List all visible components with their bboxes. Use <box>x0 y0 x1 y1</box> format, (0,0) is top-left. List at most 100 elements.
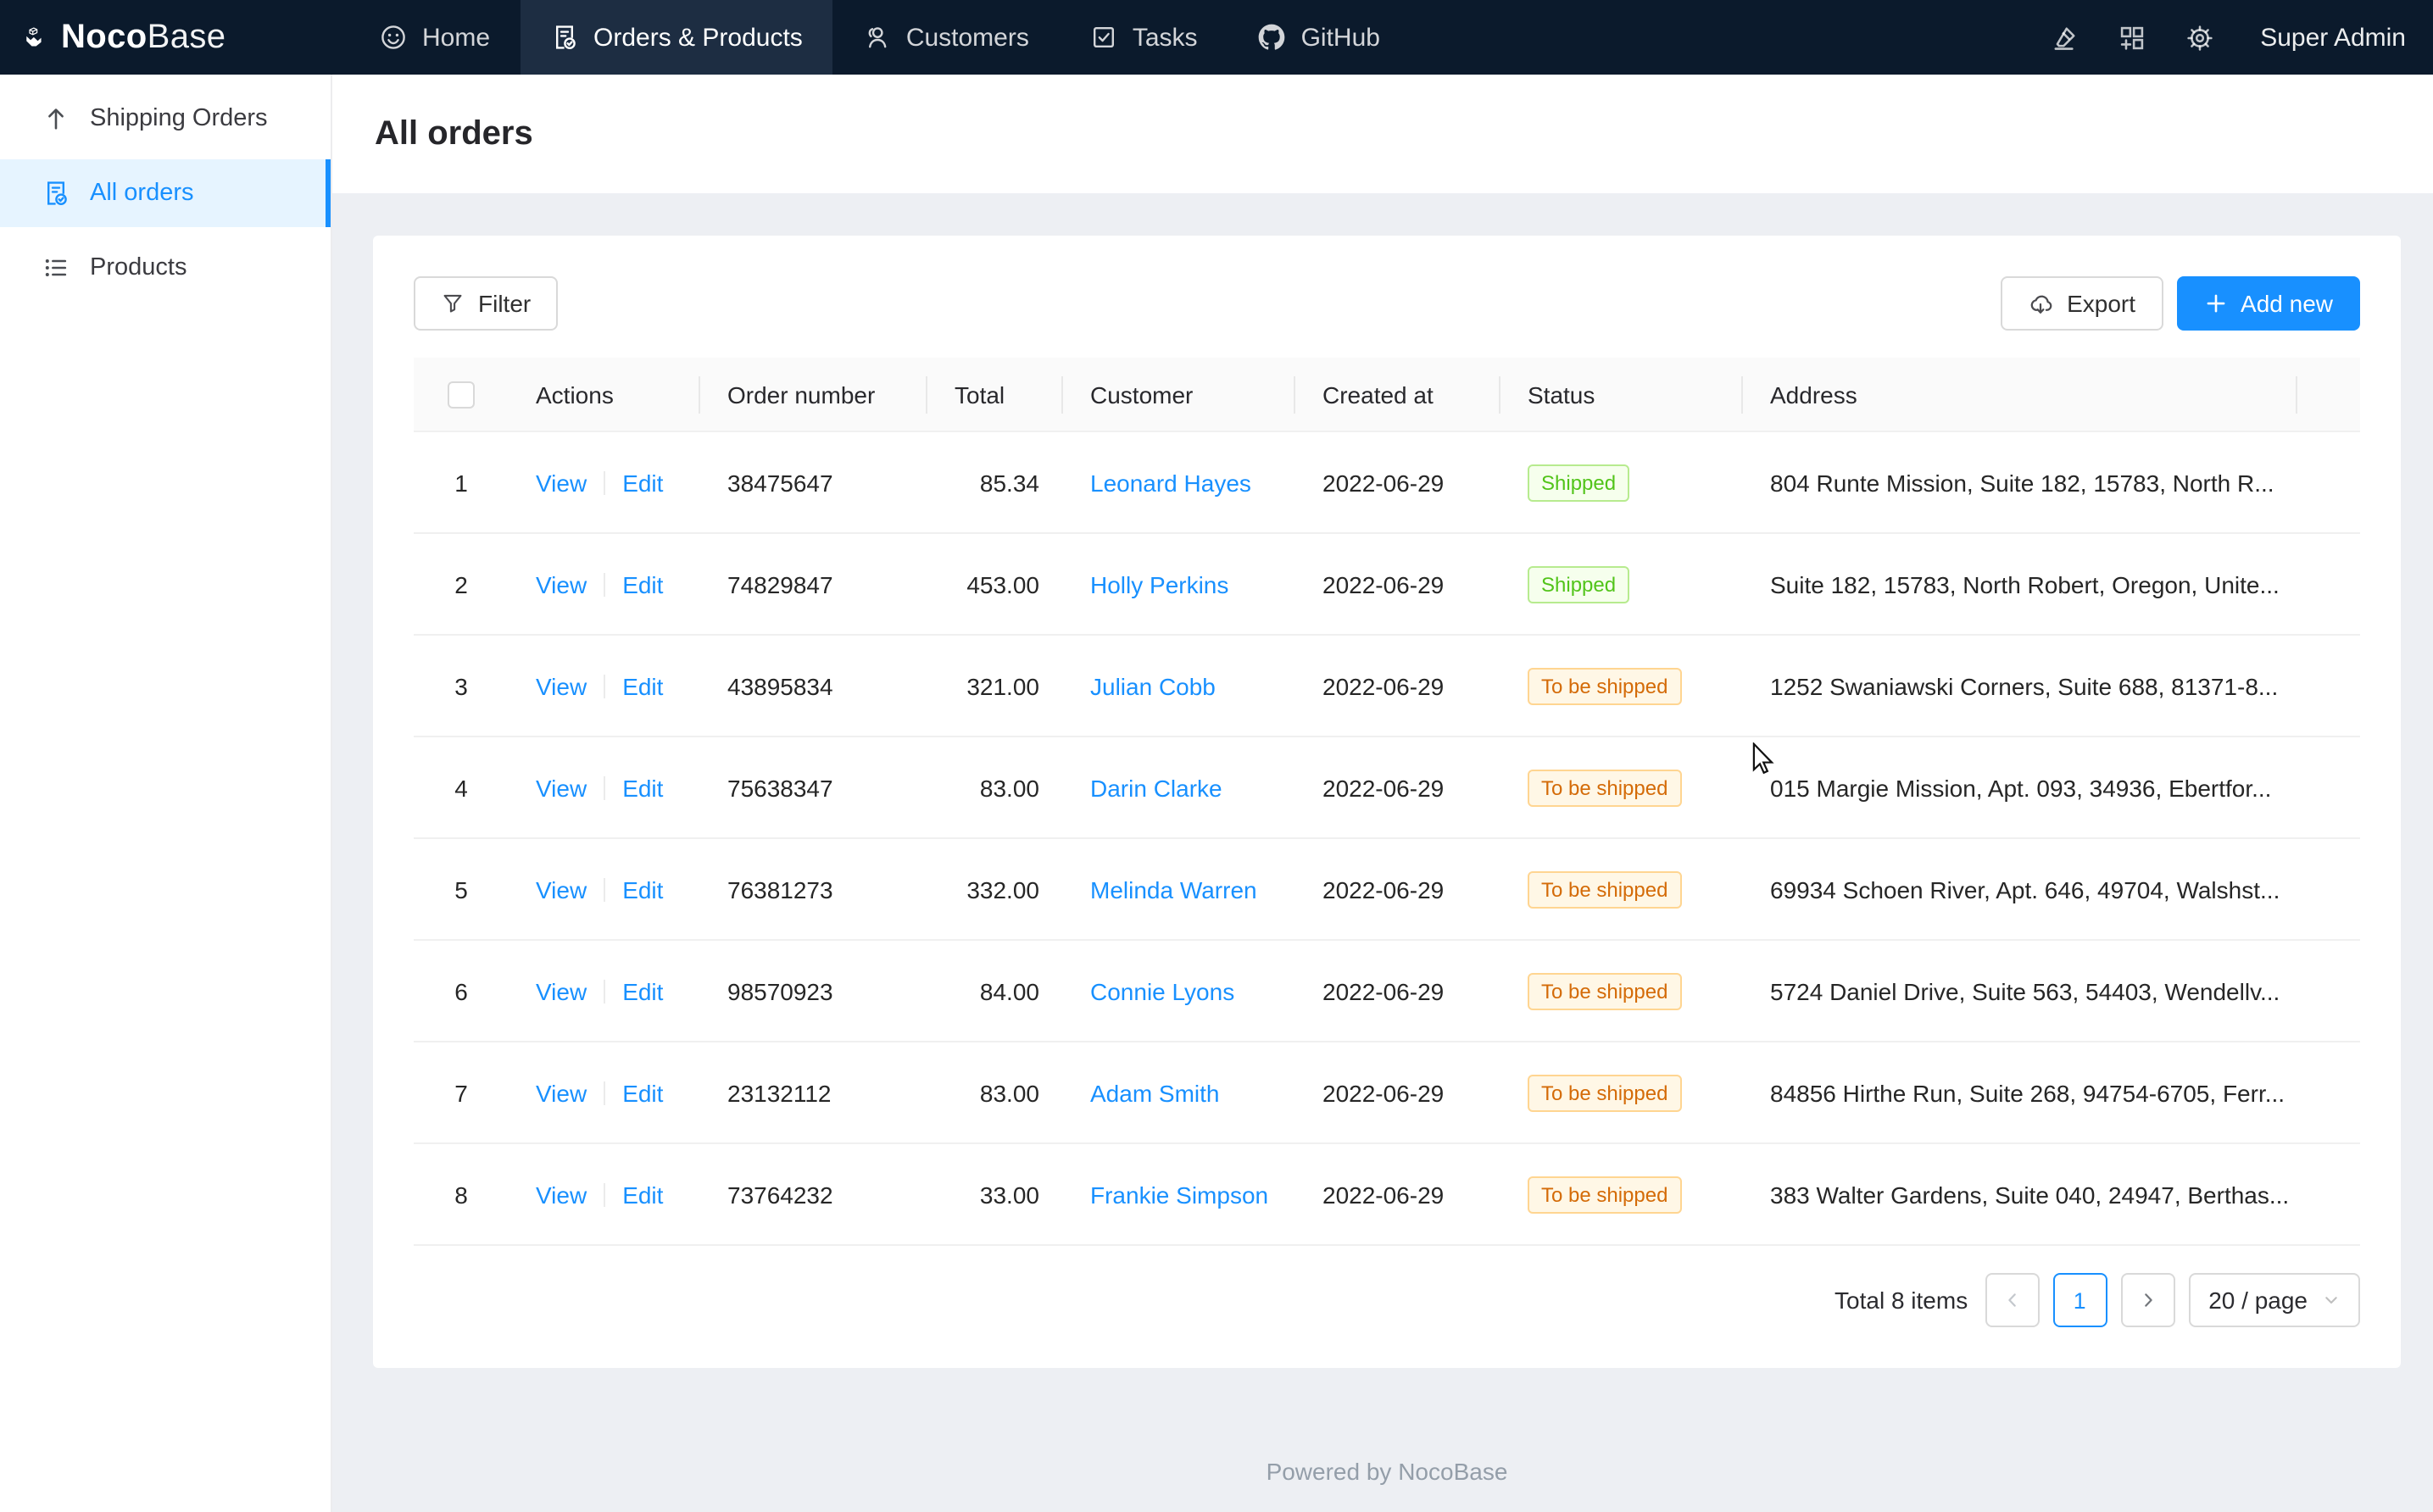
table-header-row: Actions Order number Total Customer Created … <box>414 358 2360 432</box>
nav-item-label: Home <box>422 23 491 52</box>
export-button[interactable]: Export <box>2001 276 2163 331</box>
edit-link[interactable]: Edit <box>622 1079 664 1106</box>
customer-cell: Darin Clarke <box>1063 774 1295 801</box>
view-link[interactable]: View <box>536 1079 587 1106</box>
status-badge: To be shipped <box>1528 769 1682 806</box>
nav-item-customers[interactable]: Customers <box>833 0 1060 75</box>
status-cell: To be shipped <box>1500 667 1743 704</box>
table-row: 5 View Edit 76381273 332.00 Melinda Warren 202… <box>414 839 2360 941</box>
customer-cell: Adam Smith <box>1063 1079 1295 1106</box>
customer-link[interactable]: Frankie Simpson <box>1090 1181 1269 1208</box>
nav-item-orders-products[interactable]: Orders & Products <box>521 0 833 75</box>
edit-link[interactable]: Edit <box>622 570 664 598</box>
page-size-select[interactable]: 20 / page <box>2188 1273 2360 1327</box>
column-header-order-number: Order number <box>700 358 927 431</box>
column-header-label: Address <box>1770 381 1857 408</box>
main-menu: Home Orders & Products Customers Tasks GitHu… <box>349 0 1411 75</box>
address-cell: 84856 Hirthe Run, Suite 268, 94754-6705,… <box>1770 1079 2285 1106</box>
status-cell: To be shipped <box>1500 769 1743 806</box>
page-body: Filter Export <box>332 193 2433 1512</box>
customer-cell: Holly Perkins <box>1063 570 1295 598</box>
plugins-button[interactable] <box>2101 0 2162 75</box>
sidebar-item-products[interactable]: Products <box>0 234 331 302</box>
nav-item-tasks[interactable]: Tasks <box>1060 0 1228 75</box>
customer-link[interactable]: Julian Cobb <box>1090 672 1216 699</box>
nocobase-logo[interactable]: NocoBase <box>0 0 254 75</box>
sidebar-item-label: Products <box>90 254 187 281</box>
customer-link[interactable]: Adam Smith <box>1090 1079 1220 1106</box>
row-actions: View Edit <box>509 1181 700 1208</box>
view-link[interactable]: View <box>536 774 587 801</box>
customer-link[interactable]: Holly Perkins <box>1090 570 1229 598</box>
page-header: All orders <box>332 75 2433 193</box>
actions-divider <box>604 775 606 799</box>
customer-link[interactable]: Darin Clarke <box>1090 774 1222 801</box>
filter-button[interactable]: Filter <box>414 276 559 331</box>
smile-icon <box>380 24 407 51</box>
pagination-next-button[interactable] <box>2120 1273 2175 1327</box>
filter-icon <box>441 292 465 315</box>
pagination-page-1[interactable]: 1 <box>2052 1273 2107 1327</box>
customer-link[interactable]: Melinda Warren <box>1090 876 1257 903</box>
order-number-cell: 43895834 <box>727 672 833 699</box>
customer-link[interactable]: Connie Lyons <box>1090 977 1235 1004</box>
order-number-cell: 23132112 <box>727 1079 832 1106</box>
table-body: 1 View Edit 38475647 85.34 Leonard Hayes 2022-… <box>414 432 2360 1246</box>
address-cell: 5724 Daniel Drive, Suite 563, 54403, Wen… <box>1770 977 2280 1004</box>
pagination: Total 8 items 1 <box>414 1273 2360 1327</box>
created-at-cell: 2022-06-29 <box>1322 672 1445 699</box>
status-badge: Shipped <box>1528 565 1630 603</box>
order-number-cell: 74829847 <box>727 570 833 598</box>
order-number-cell: 76381273 <box>727 876 833 903</box>
select-all-checkbox[interactable] <box>448 381 475 408</box>
export-button-label: Export <box>2067 290 2136 317</box>
edit-link[interactable]: Edit <box>622 876 664 903</box>
edit-link[interactable]: Edit <box>622 672 664 699</box>
brand-name: NocoBase <box>61 18 226 55</box>
view-link[interactable]: View <box>536 469 587 496</box>
powered-by-footer: Powered by NocoBase <box>1266 1458 1508 1485</box>
edit-link[interactable]: Edit <box>622 977 664 1004</box>
nav-item-label: Tasks <box>1132 23 1198 52</box>
address-cell: 383 Walter Gardens, Suite 040, 24947, Be… <box>1770 1181 2290 1208</box>
file-done-icon <box>551 24 578 51</box>
view-link[interactable]: View <box>536 977 587 1004</box>
sidebar-item-shipping-orders[interactable]: Shipping Orders <box>0 85 331 153</box>
page-size-value: 20 / page <box>2208 1287 2308 1314</box>
ui-editor-button[interactable] <box>2033 0 2094 75</box>
row-actions: View Edit <box>509 876 700 903</box>
edit-link[interactable]: Edit <box>622 469 664 496</box>
address-cell: 1252 Swaniawski Corners, Suite 688, 8137… <box>1770 672 2279 699</box>
row-index: 3 <box>454 672 468 699</box>
sidebar-item-all-orders[interactable]: All orders <box>0 159 331 227</box>
view-link[interactable]: View <box>536 876 587 903</box>
actions-divider <box>604 470 606 494</box>
unordered-list-icon <box>42 254 70 281</box>
customer-cell: Melinda Warren <box>1063 876 1295 903</box>
edit-link[interactable]: Edit <box>622 1181 664 1208</box>
nav-item-github[interactable]: GitHub <box>1228 0 1411 75</box>
row-actions: View Edit <box>509 774 700 801</box>
user-menu[interactable]: Super Admin <box>2260 23 2406 52</box>
pagination-prev-button[interactable] <box>1985 1273 2040 1327</box>
nav-item-home[interactable]: Home <box>349 0 521 75</box>
add-new-button[interactable]: Add new <box>2176 276 2360 331</box>
customer-link[interactable]: Leonard Hayes <box>1090 469 1251 496</box>
edit-link[interactable]: Edit <box>622 774 664 801</box>
column-header-label: Status <box>1528 381 1595 408</box>
actions-divider <box>604 1081 606 1104</box>
created-at-cell: 2022-06-29 <box>1322 774 1445 801</box>
sidebar-item-label: Shipping Orders <box>90 105 268 132</box>
view-link[interactable]: View <box>536 672 587 699</box>
column-header-filler <box>2297 358 2360 431</box>
view-link[interactable]: View <box>536 570 587 598</box>
column-header-label: Total <box>955 381 1005 408</box>
total-cell: 332.00 <box>966 876 1039 903</box>
order-number-cell: 38475647 <box>727 469 833 496</box>
settings-button[interactable] <box>2169 0 2230 75</box>
status-badge: To be shipped <box>1528 870 1682 908</box>
row-index: 1 <box>454 469 468 496</box>
column-header-customer: Customer <box>1063 358 1295 431</box>
view-link[interactable]: View <box>536 1181 587 1208</box>
